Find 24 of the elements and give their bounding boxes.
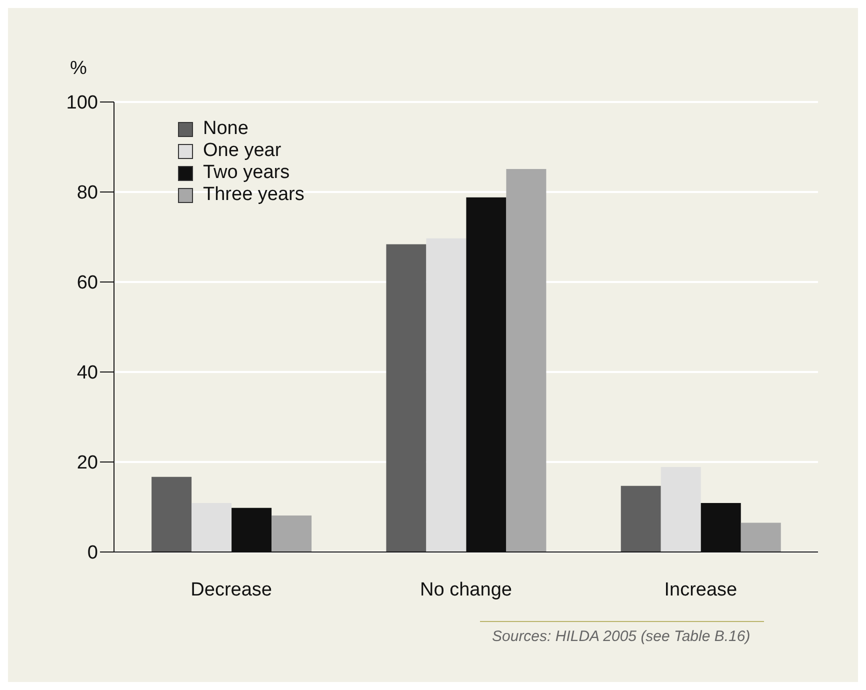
y-axis-title: % [70, 58, 87, 80]
y-tick-label: 40 [76, 362, 98, 384]
bar [192, 502, 232, 552]
bar [620, 486, 661, 552]
legend-label: One year [203, 140, 282, 162]
y-tick-label: 80 [76, 182, 98, 204]
x-tick-label: No change [420, 579, 512, 600]
legend-label: Two years [203, 162, 290, 184]
y-tick-label: 100 [66, 92, 98, 114]
y-tick-label: 0 [87, 542, 98, 564]
y-tick-label: 60 [76, 272, 98, 294]
bar [506, 169, 546, 552]
legend-label: Three years [203, 184, 304, 206]
x-tick-label: Decrease [190, 579, 272, 600]
bar [660, 466, 701, 552]
y-tick-label: 20 [76, 452, 98, 474]
bar [426, 238, 466, 552]
bar [740, 522, 781, 552]
bar [152, 476, 192, 552]
x-tick-label: Increase [664, 579, 738, 600]
source-note: Sources: HILDA 2005 (see Table B.16) [492, 628, 750, 645]
bar [386, 244, 426, 552]
legend-label: None [203, 118, 248, 140]
bar [272, 516, 312, 552]
